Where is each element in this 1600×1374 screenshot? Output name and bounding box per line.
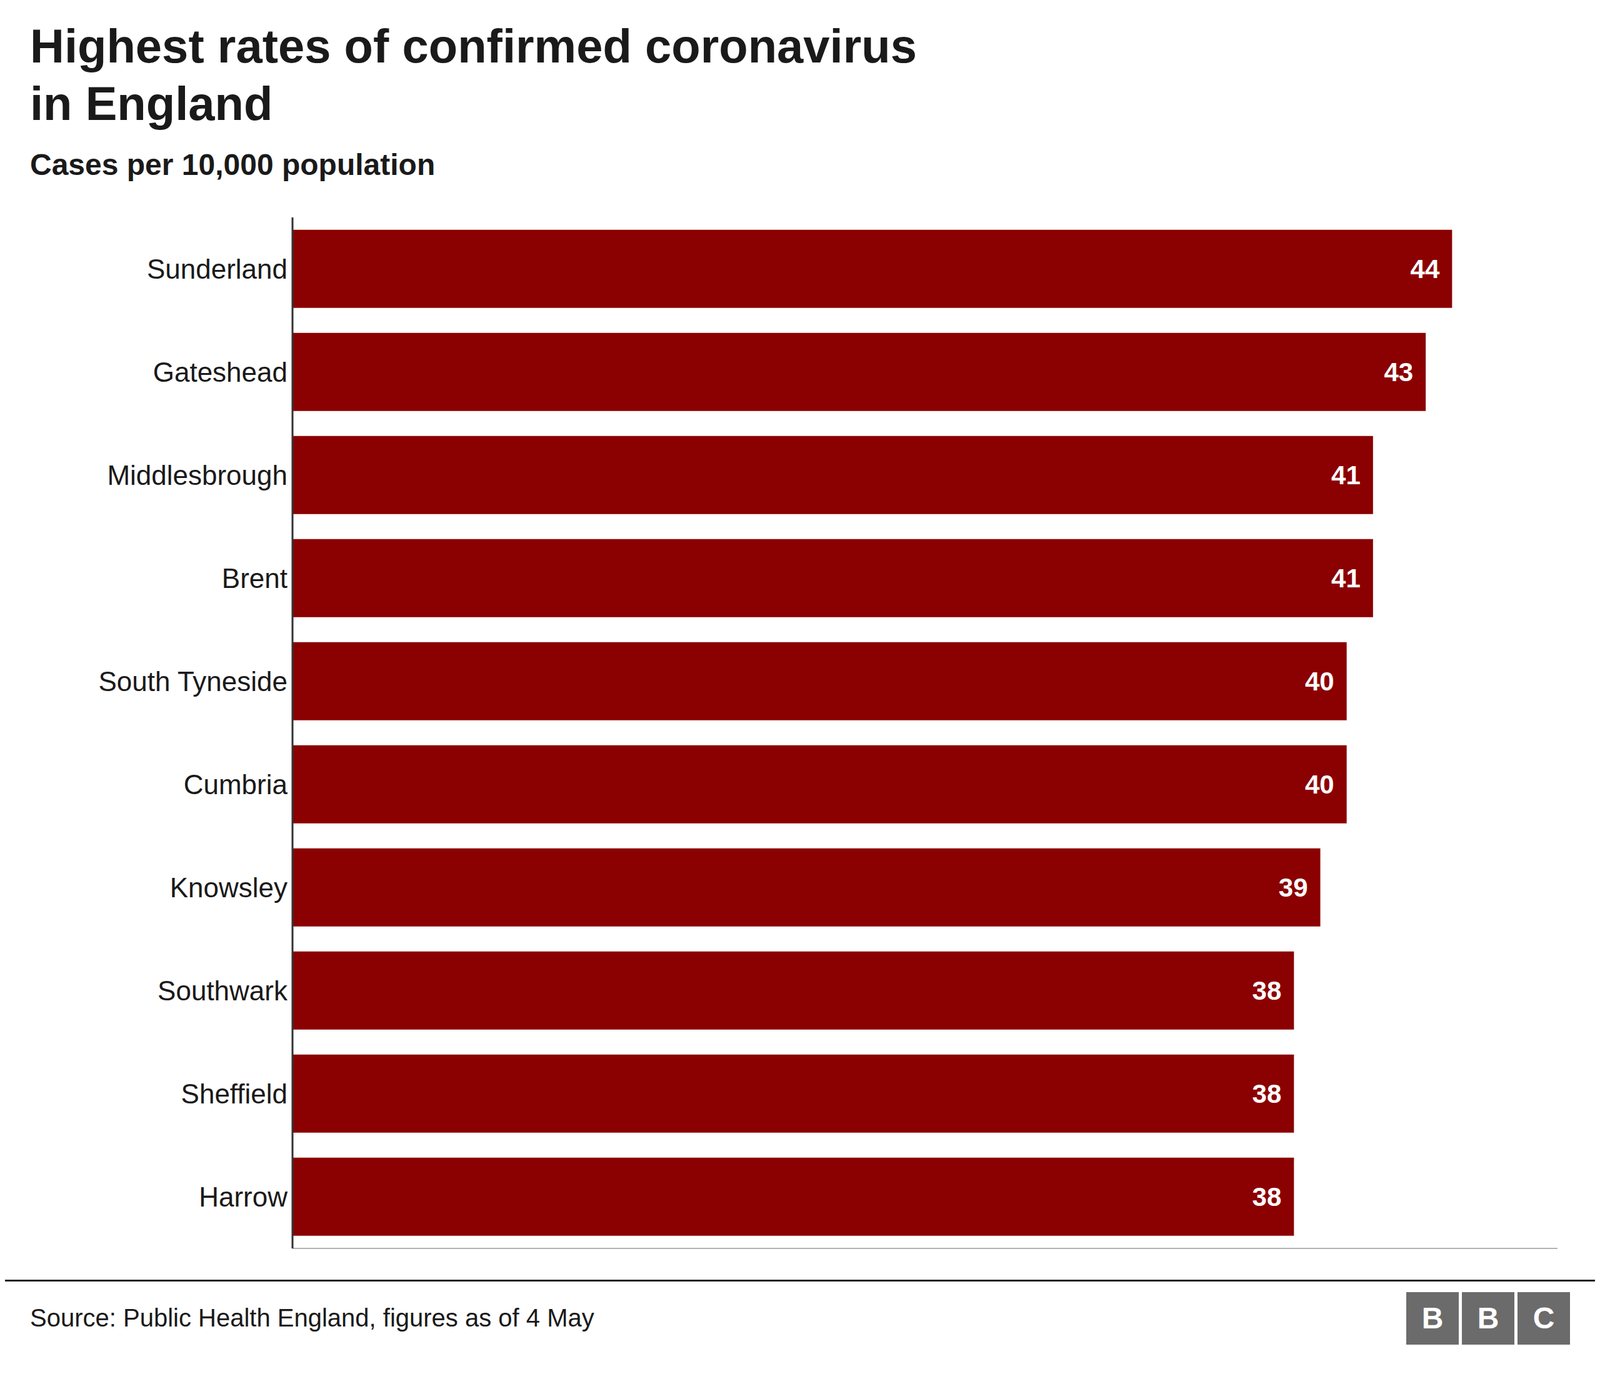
- svg-text:Harrow: Harrow: [198, 1181, 288, 1213]
- svg-text:38: 38: [1252, 1079, 1282, 1109]
- svg-text:Cumbria: Cumbria: [183, 769, 289, 800]
- svg-text:43: 43: [1383, 357, 1414, 387]
- html-text:C: C: [1532, 1301, 1555, 1335]
- svg-text:40: 40: [1305, 666, 1335, 697]
- svg-text:Sunderland: Sunderland: [146, 253, 288, 285]
- html-text:Source: Public Health England,: Source: Public Health England, figures a…: [30, 1304, 595, 1332]
- html-text:B: B: [1477, 1301, 1499, 1335]
- svg-text:39: 39: [1278, 873, 1309, 903]
- svg-text:38: 38: [1252, 1182, 1282, 1212]
- svg-text:Middlesbrough: Middlesbrough: [106, 460, 288, 491]
- html-text:Highest rates of confirmed cor: Highest rates of confirmed coronavirus: [30, 19, 917, 73]
- svg-text:40: 40: [1305, 770, 1335, 800]
- html-text:Cases per 10,000 population: Cases per 10,000 population: [30, 148, 436, 182]
- svg-text:South Tyneside: South Tyneside: [98, 666, 288, 697]
- html-text:in England: in England: [30, 76, 273, 130]
- svg-text:Brent: Brent: [221, 563, 288, 594]
- svg-text:Gateshead: Gateshead: [153, 356, 288, 388]
- svg-text:Sheffield: Sheffield: [181, 1078, 288, 1110]
- svg-text:41: 41: [1331, 460, 1361, 490]
- svg-text:Knowsley: Knowsley: [170, 872, 288, 904]
- svg-text:38: 38: [1252, 976, 1282, 1006]
- svg-text:41: 41: [1331, 563, 1361, 594]
- html-text:B: B: [1421, 1301, 1444, 1335]
- svg-text:Southwark: Southwark: [157, 975, 289, 1007]
- svg-text:44: 44: [1410, 254, 1440, 284]
